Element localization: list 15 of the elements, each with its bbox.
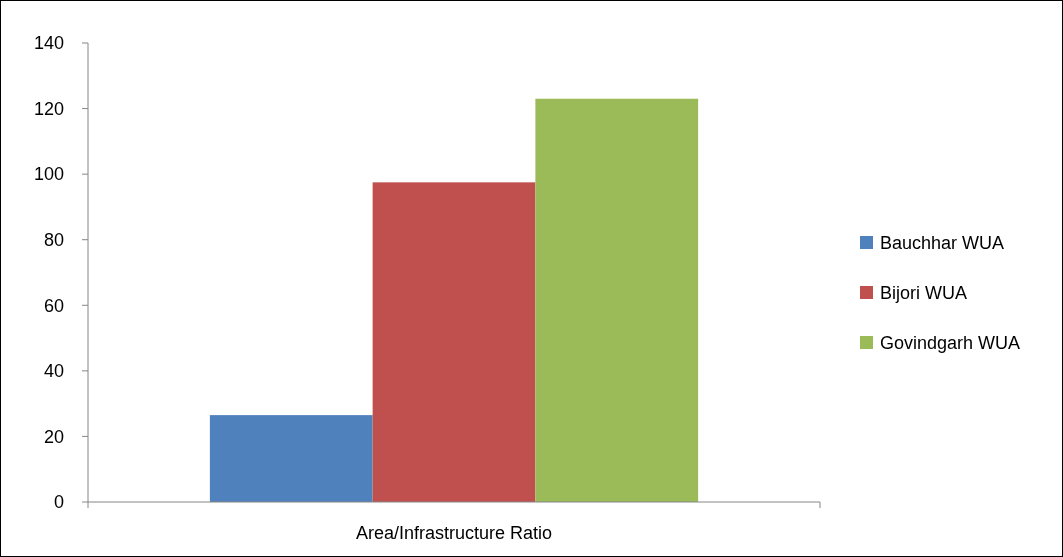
y-tick-label: 60: [43, 295, 64, 316]
y-tick-label: 40: [43, 361, 64, 382]
y-tick-label: 120: [33, 98, 64, 119]
legend-label: Govindgarh WUA: [880, 333, 1021, 354]
y-tick-label: 80: [43, 230, 64, 251]
y-tick-label: 0: [53, 492, 64, 513]
y-tick-label: 100: [33, 164, 64, 185]
legend-label: Bauchhar WUA: [880, 233, 1005, 254]
y-tick-label: 140: [33, 33, 64, 54]
x-tick-label: Area/Infrastructure Ratio: [355, 523, 553, 543]
bar: [535, 98, 699, 502]
bar: [372, 182, 536, 502]
y-tick-label: 20: [43, 426, 64, 447]
legend-label: Bijori WUA: [880, 283, 968, 304]
bar: [209, 415, 373, 502]
